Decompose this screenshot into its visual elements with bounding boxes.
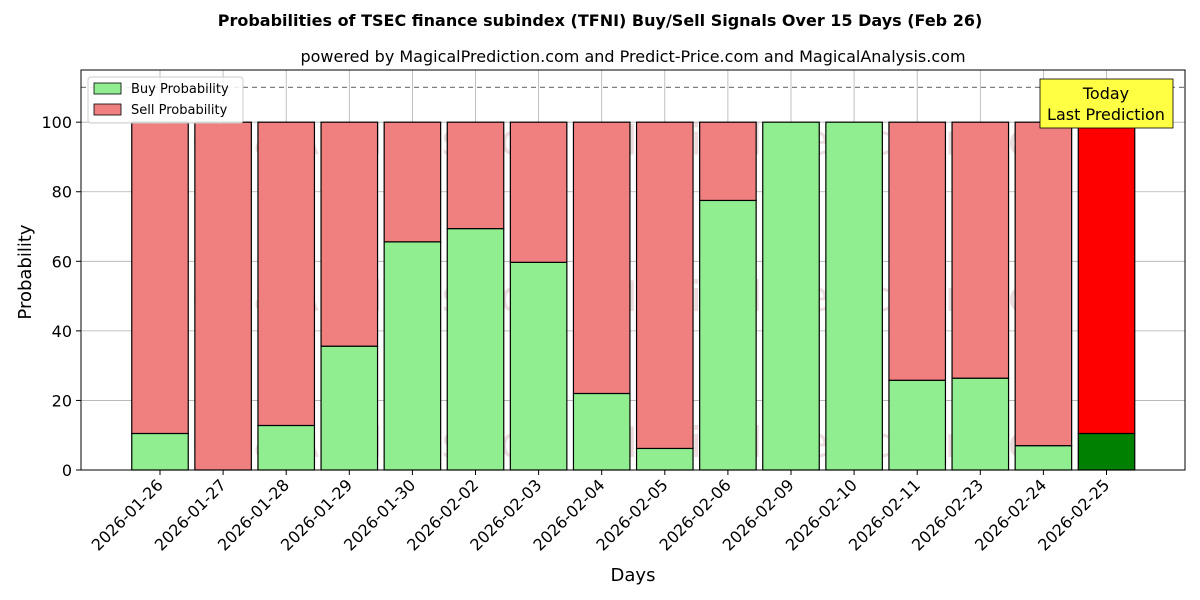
buy-bar [383,241,442,471]
buy-bar [446,228,505,471]
x-axis-label: Days [611,565,656,586]
y-tick-label: 100 [41,113,72,132]
chart-title: Probabilities of TSEC finance subindex (… [218,11,983,30]
y-axis: 0 20 40 60 80 100 [41,113,81,480]
sell-bar [383,121,442,243]
legend: Buy Probability Sell Probability [87,76,244,124]
legend-sell-swatch [93,103,122,116]
plot-frame [80,69,1186,471]
buy-bar [572,392,631,471]
sell-bar [509,121,568,263]
annotation-box [1039,78,1174,129]
y-tick-label: 0 [62,461,72,480]
buy-bar [320,345,379,471]
sell-bar [131,121,189,435]
buy-bar [509,261,568,471]
buy-bar [951,377,1010,471]
sell-bar [699,121,757,202]
sell-bar [257,121,316,427]
buy-bar [257,424,316,471]
sell-bar [446,121,505,230]
sell-bar [635,121,694,450]
y-tick-label: 20 [52,391,72,410]
sell-bar [572,121,631,395]
buy-bar [131,432,189,471]
sell-bar [888,121,947,381]
sell-bar [951,121,1010,379]
buy-bar [825,121,883,471]
legend-buy-swatch [93,82,122,95]
buy-bar [1077,432,1136,471]
sell-bar [194,121,252,471]
buy-bar [1014,445,1073,471]
annotation-line-1: Today [1082,84,1129,103]
bars [131,121,1136,471]
sell-bar [1014,121,1073,447]
legend-sell-label: Sell Probability [131,103,228,118]
chart-subtitle: powered by MagicalPrediction.com and Pre… [300,47,965,66]
buy-bar [699,199,757,471]
sell-bar [1077,121,1136,435]
legend-buy-label: Buy Probability [131,82,229,97]
y-tick-label: 80 [52,183,72,202]
x-axis: 2026-01-262026-01-272026-01-282026-01-29… [88,470,1113,555]
annotation-line-2: Last Prediction [1047,105,1165,124]
buy-bar [888,379,947,471]
buy-bar [762,121,820,471]
today-annotation: Today Last Prediction [1039,78,1174,129]
buy-bar [635,447,694,471]
y-axis-label: Probability [15,224,36,319]
y-tick-label: 40 [52,322,72,341]
y-tick-label: 60 [52,252,72,271]
legend-frame [87,76,244,124]
sell-bar [320,121,379,347]
